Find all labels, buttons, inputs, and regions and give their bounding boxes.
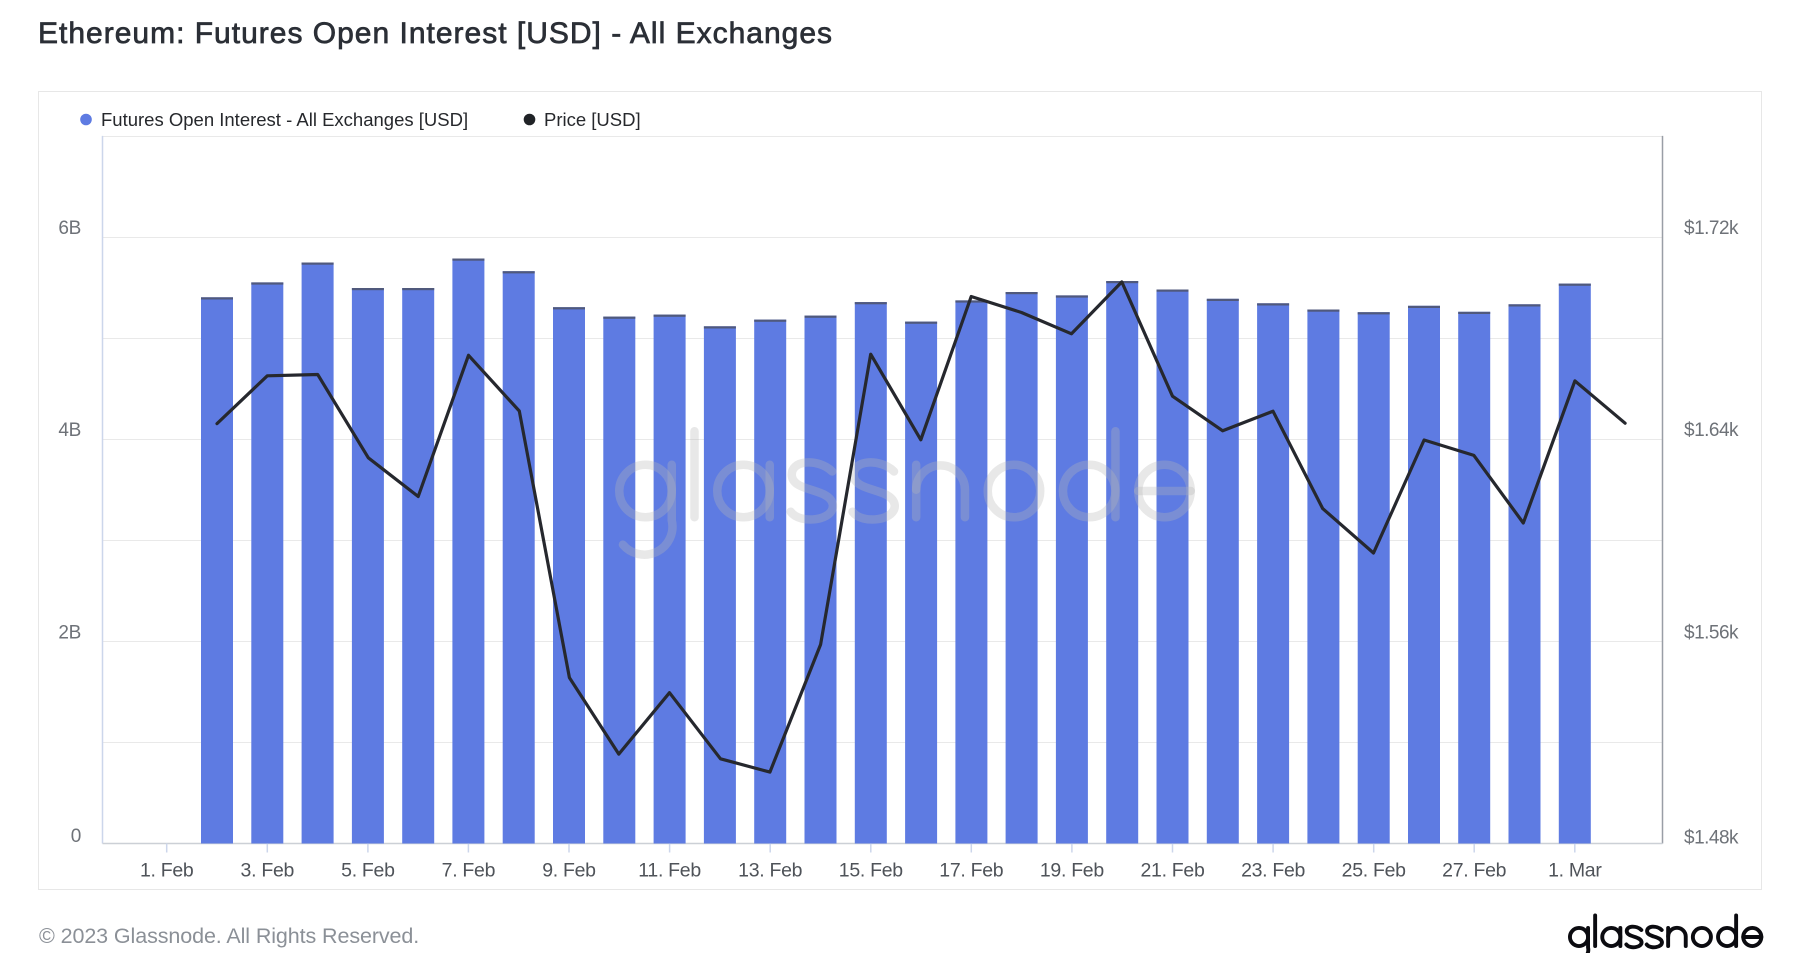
svg-text:Price [USD]: Price [USD] xyxy=(544,109,641,130)
svg-text:$1.72k: $1.72k xyxy=(1684,218,1739,239)
svg-text:$1.64k: $1.64k xyxy=(1684,420,1739,441)
svg-text:19. Feb: 19. Feb xyxy=(1040,860,1104,882)
svg-text:7. Feb: 7. Feb xyxy=(442,860,496,882)
svg-text:15. Feb: 15. Feb xyxy=(839,860,903,882)
svg-text:21. Feb: 21. Feb xyxy=(1140,860,1204,882)
svg-text:Futures Open Interest - All Ex: Futures Open Interest - All Exchanges [U… xyxy=(101,109,468,130)
svg-text:5. Feb: 5. Feb xyxy=(341,860,395,882)
svg-text:27. Feb: 27. Feb xyxy=(1442,860,1506,882)
svg-text:$1.48k: $1.48k xyxy=(1684,828,1739,849)
svg-text:0: 0 xyxy=(71,826,81,847)
svg-text:4B: 4B xyxy=(58,420,81,441)
svg-text:13. Feb: 13. Feb xyxy=(738,860,802,882)
svg-text:3. Feb: 3. Feb xyxy=(241,860,295,882)
svg-text:$1.56k: $1.56k xyxy=(1684,623,1739,644)
svg-text:9. Feb: 9. Feb xyxy=(542,860,596,882)
svg-text:6B: 6B xyxy=(58,218,81,239)
svg-text:1. Mar: 1. Mar xyxy=(1548,860,1602,882)
svg-text:25. Feb: 25. Feb xyxy=(1342,860,1406,882)
svg-text:11. Feb: 11. Feb xyxy=(638,860,701,882)
svg-text:1. Feb: 1. Feb xyxy=(140,860,194,882)
svg-text:23. Feb: 23. Feb xyxy=(1241,860,1305,882)
svg-text:17. Feb: 17. Feb xyxy=(939,860,1003,882)
svg-text:2B: 2B xyxy=(58,623,81,644)
